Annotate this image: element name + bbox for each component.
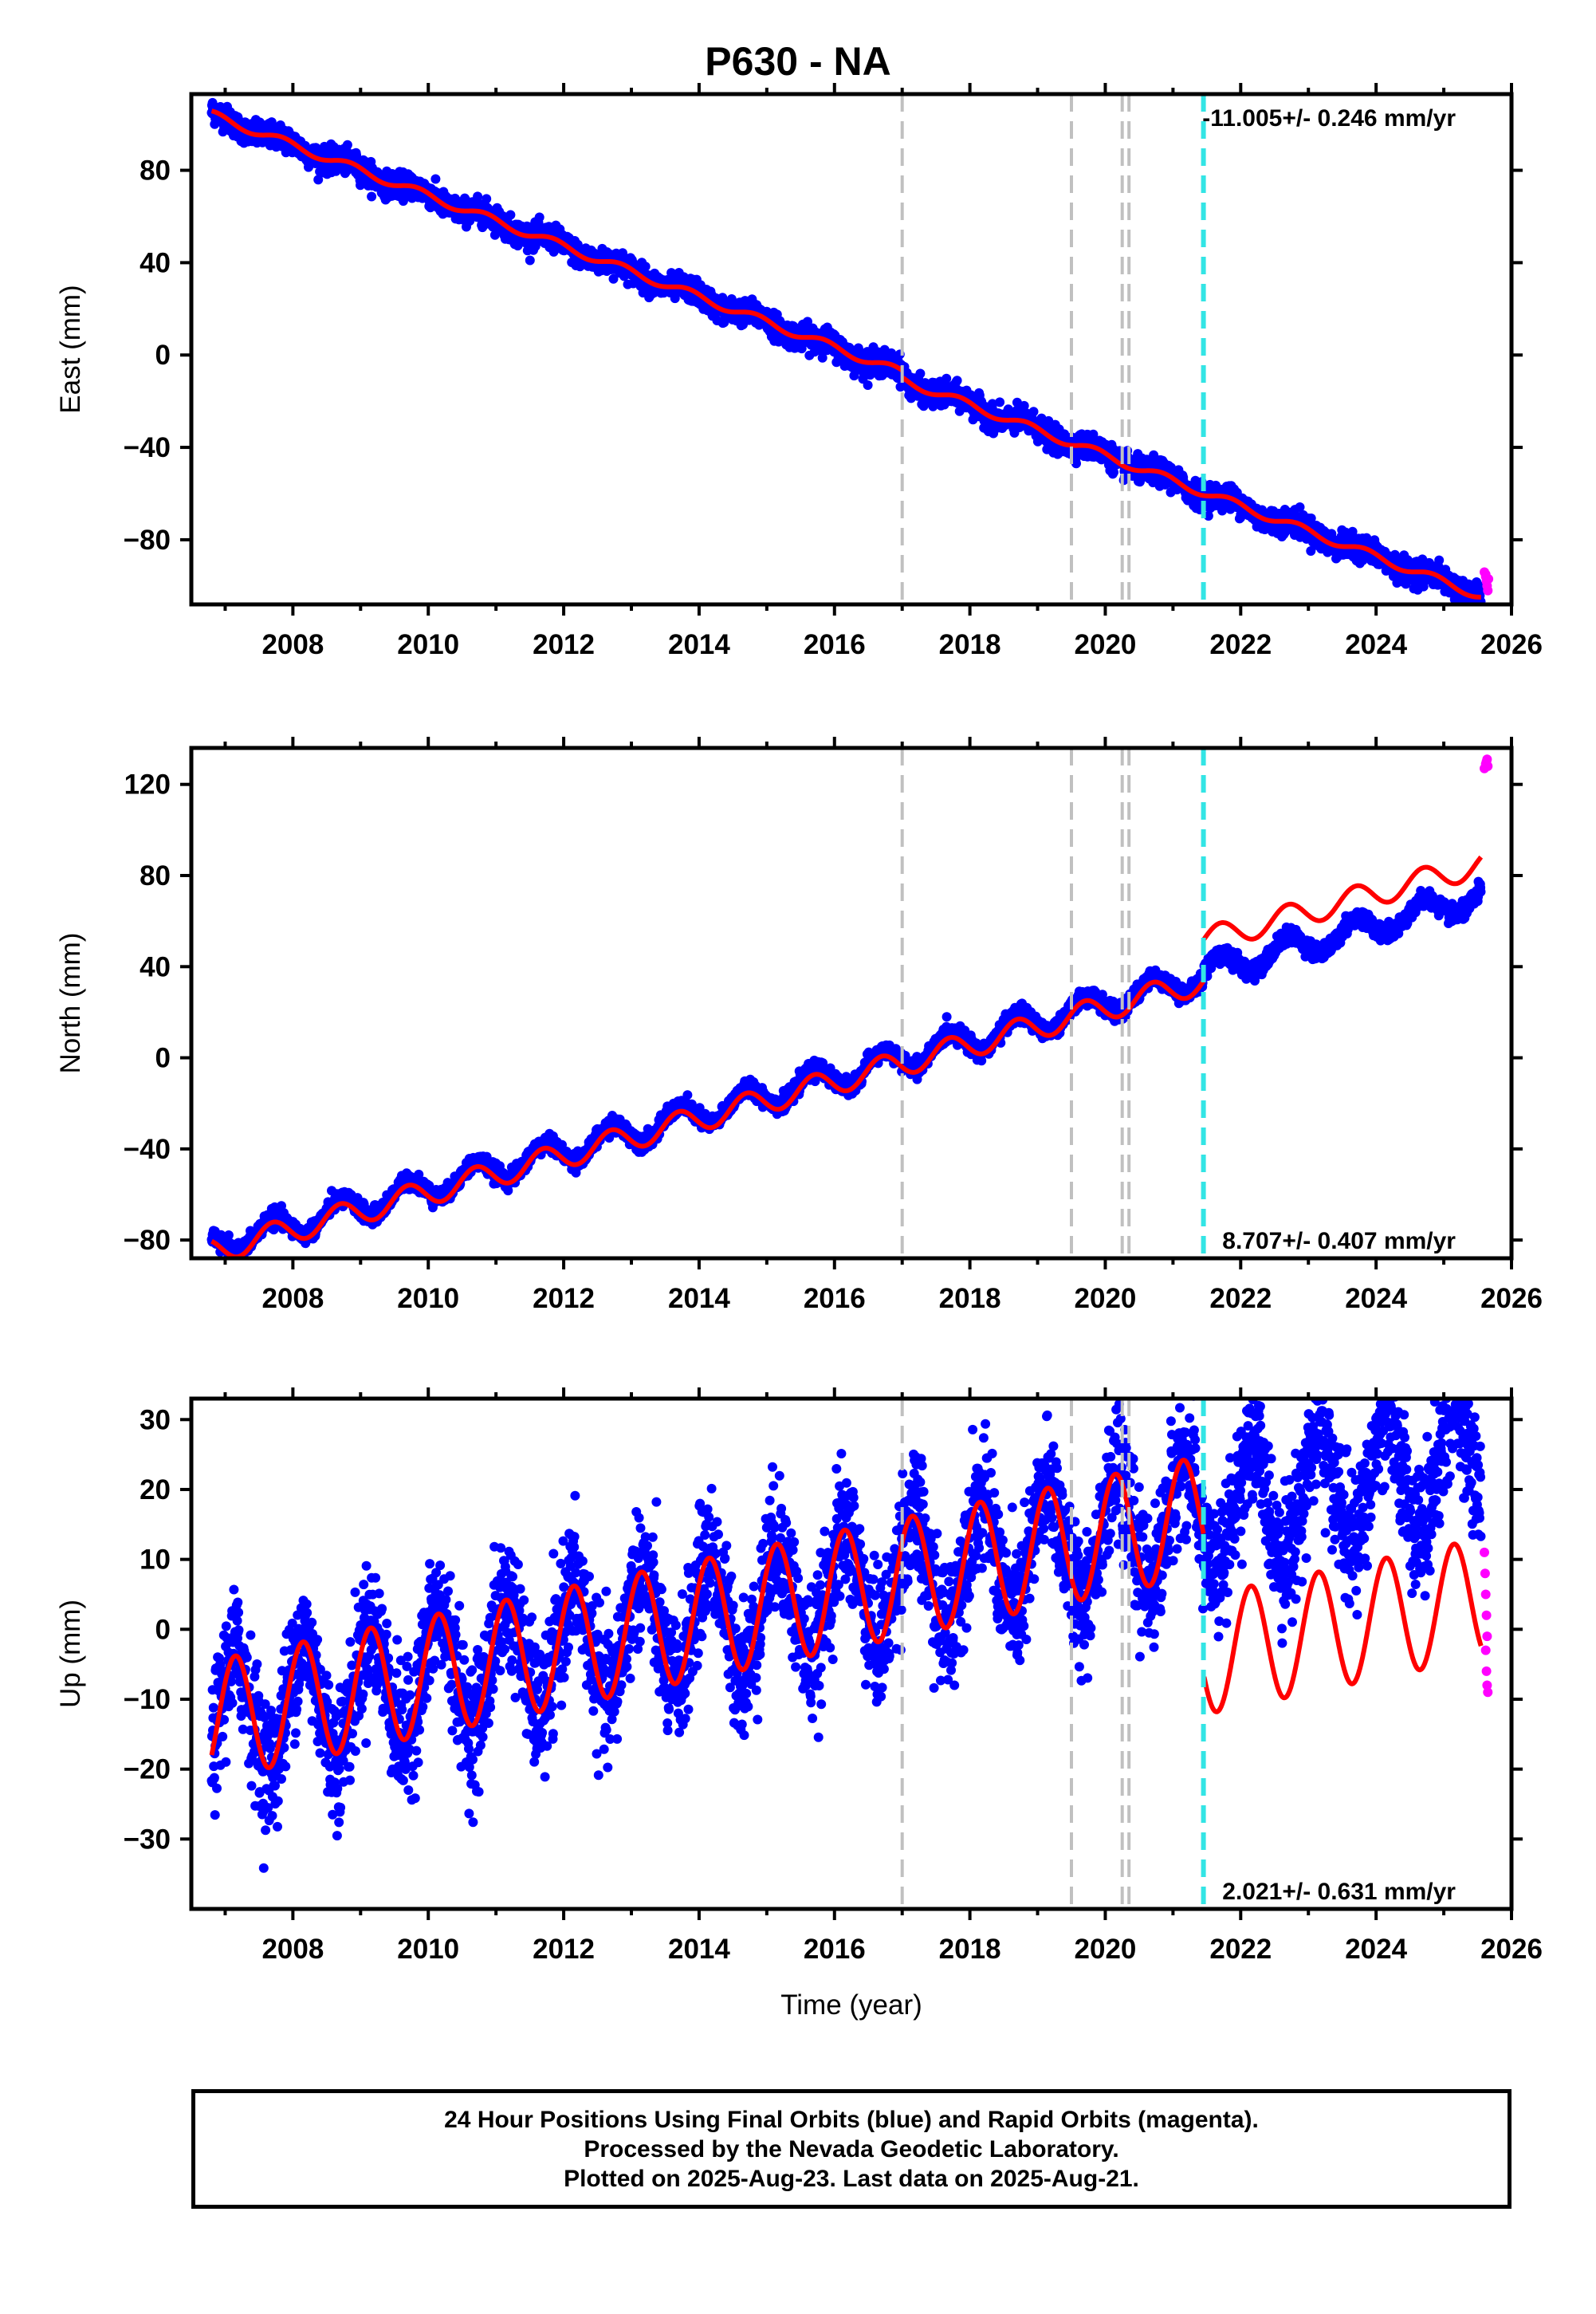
data-point (1434, 555, 1445, 565)
data-point (505, 210, 516, 220)
data-point (342, 140, 352, 150)
data-point (608, 274, 619, 284)
x-tick-label: 2026 (1480, 629, 1543, 660)
y-tick-label: 40 (140, 247, 171, 278)
final-orbit-points (206, 876, 1486, 1258)
page-title: P630 - NA (705, 39, 891, 84)
x-tick-label: 2016 (804, 629, 866, 660)
data-point (941, 373, 952, 384)
y-tick-label: −80 (124, 525, 171, 556)
x-tick-label: 2022 (1209, 629, 1272, 660)
rapid-point (1483, 585, 1493, 596)
x-tick-label: 2020 (1075, 629, 1137, 660)
rapid-point (1484, 574, 1494, 584)
x-tick-label: 2010 (397, 629, 459, 660)
x-tick-label: 2008 (261, 629, 324, 660)
data-point (640, 262, 651, 272)
x-tick-label: 2018 (939, 629, 1001, 660)
data-point (995, 397, 1005, 407)
data-point (915, 368, 926, 379)
data-point (430, 174, 441, 184)
y-tick-label: 80 (140, 155, 171, 187)
data-point (863, 380, 873, 390)
data-point (482, 194, 492, 204)
data-point (817, 352, 827, 363)
data-point (525, 255, 535, 266)
data-point (367, 191, 377, 202)
plot-area (206, 754, 1493, 1258)
plot-area (206, 97, 1494, 604)
x-tick-label: 2024 (1345, 629, 1407, 660)
data-point (1028, 407, 1039, 417)
rate-label: -11.005+/- 0.246 mm/yr (1202, 105, 1456, 132)
chart-panel-east: −80 −40 0 40 80 2008 2010 2012 2014 2016 2018 2020 2… (55, 83, 1543, 660)
x-tick-label: 2014 (668, 629, 730, 660)
y-tick-label: 0 (155, 340, 171, 371)
y-axis-label: East (mm) (55, 285, 86, 413)
x-tick-label: 2012 (533, 629, 595, 660)
y-tick-label: −40 (124, 432, 171, 463)
data-point (223, 1230, 234, 1240)
data-point (313, 175, 324, 185)
data-point (952, 376, 962, 386)
data-point (534, 212, 544, 222)
